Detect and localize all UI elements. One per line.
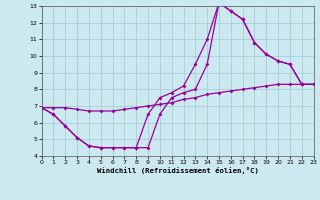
X-axis label: Windchill (Refroidissement éolien,°C): Windchill (Refroidissement éolien,°C) [97,167,259,174]
